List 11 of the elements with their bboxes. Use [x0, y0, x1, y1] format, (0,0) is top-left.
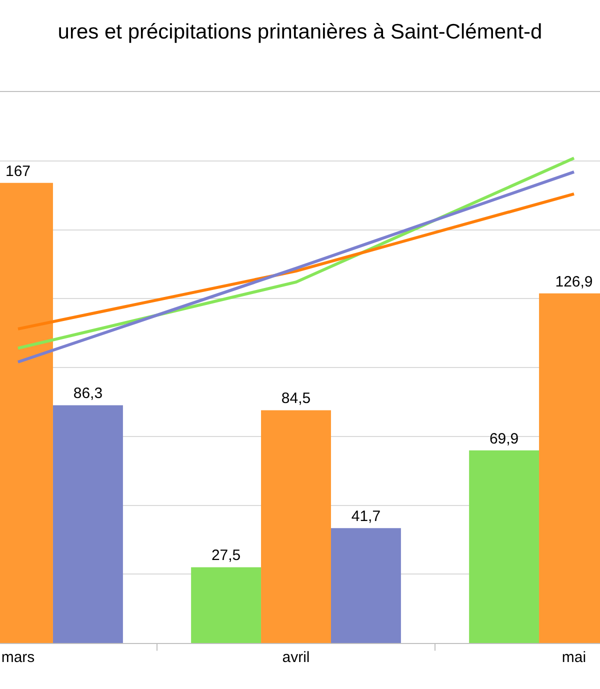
x-tick-label: mars	[1, 649, 35, 666]
data-label: 126,9	[555, 273, 593, 290]
chart-title: ures et précipitations printanières à Saint-Clément-d	[58, 20, 542, 44]
data-label: 84,5	[281, 390, 311, 408]
data-label: 167	[5, 162, 31, 180]
data-label: 69,9	[489, 430, 519, 448]
data-label: 27,5	[211, 547, 241, 564]
x-tick-label: avril	[282, 649, 310, 666]
data-label: 86,3	[73, 385, 103, 402]
data-label: 41,7	[351, 508, 381, 526]
x-tick-label: mai	[562, 649, 586, 666]
